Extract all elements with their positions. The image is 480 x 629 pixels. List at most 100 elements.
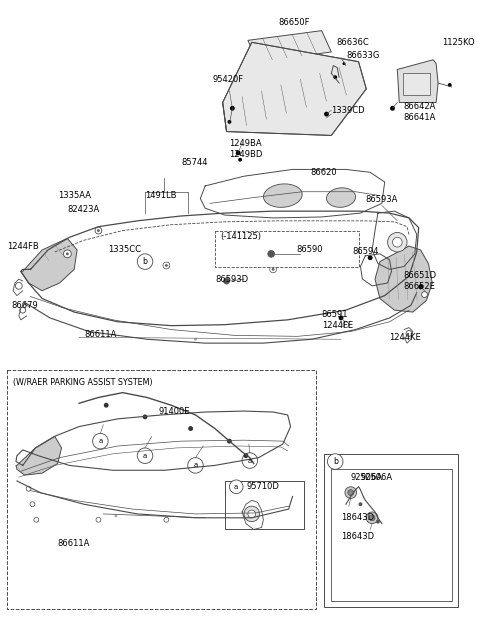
Text: b: b <box>143 257 147 266</box>
Circle shape <box>96 517 101 522</box>
Text: a: a <box>234 484 239 490</box>
Text: 1491LB: 1491LB <box>145 191 177 200</box>
Text: 95710D: 95710D <box>247 482 280 491</box>
Circle shape <box>343 260 349 267</box>
Circle shape <box>137 448 153 464</box>
Text: 86591: 86591 <box>322 309 348 318</box>
Text: 1249BA: 1249BA <box>229 139 262 148</box>
Text: 86651D: 86651D <box>403 270 436 280</box>
Circle shape <box>164 517 169 522</box>
FancyBboxPatch shape <box>331 469 452 601</box>
Circle shape <box>270 266 276 273</box>
Text: 86650F: 86650F <box>278 18 310 28</box>
Circle shape <box>244 506 260 521</box>
FancyBboxPatch shape <box>225 481 304 530</box>
Text: 1244FB: 1244FB <box>7 242 39 250</box>
Circle shape <box>359 503 362 506</box>
Circle shape <box>95 227 102 234</box>
Text: 86593A: 86593A <box>365 195 398 204</box>
Text: a: a <box>193 462 198 469</box>
Circle shape <box>30 502 35 506</box>
Ellipse shape <box>264 184 302 208</box>
Circle shape <box>230 106 235 111</box>
Ellipse shape <box>326 188 356 208</box>
Circle shape <box>114 515 117 517</box>
Text: 18643D: 18643D <box>341 532 374 541</box>
Circle shape <box>448 83 452 87</box>
Circle shape <box>348 489 354 496</box>
Text: 85744: 85744 <box>181 158 207 167</box>
Text: 86594: 86594 <box>353 247 379 257</box>
Text: 92506A: 92506A <box>360 472 393 482</box>
Circle shape <box>194 338 197 341</box>
Circle shape <box>376 520 380 523</box>
Text: 86636C: 86636C <box>336 38 369 47</box>
Circle shape <box>227 438 232 443</box>
Circle shape <box>228 120 231 124</box>
Text: 1249BD: 1249BD <box>229 150 263 159</box>
Circle shape <box>272 268 275 271</box>
Circle shape <box>366 512 378 523</box>
Circle shape <box>223 277 230 284</box>
Text: 1335AA: 1335AA <box>58 191 91 200</box>
Circle shape <box>388 233 407 252</box>
Text: 92506A: 92506A <box>351 472 383 482</box>
Text: 86642A: 86642A <box>403 102 435 111</box>
Text: a: a <box>248 457 252 464</box>
Circle shape <box>104 403 108 408</box>
Text: 86593D: 86593D <box>215 275 248 284</box>
Circle shape <box>188 426 193 431</box>
Circle shape <box>343 62 346 65</box>
Text: a: a <box>98 438 103 444</box>
Text: 86679: 86679 <box>11 301 38 309</box>
Circle shape <box>324 112 329 116</box>
Circle shape <box>188 458 203 473</box>
Text: 86633G: 86633G <box>347 52 380 60</box>
Circle shape <box>248 510 256 518</box>
Text: 82423A: 82423A <box>67 204 100 214</box>
Text: 86652E: 86652E <box>403 282 435 291</box>
Circle shape <box>406 330 412 337</box>
Text: 86590: 86590 <box>297 245 323 255</box>
Text: 1339CD: 1339CD <box>331 106 365 114</box>
Text: 86620: 86620 <box>310 168 336 177</box>
Text: 1244KE: 1244KE <box>390 333 421 342</box>
Circle shape <box>393 237 402 247</box>
Polygon shape <box>248 31 331 62</box>
Text: b: b <box>333 457 337 466</box>
Circle shape <box>137 254 153 269</box>
Text: 1335CC: 1335CC <box>108 245 141 255</box>
Text: (-141125): (-141125) <box>221 232 262 241</box>
Circle shape <box>345 487 357 498</box>
Text: 1244FE: 1244FE <box>322 321 353 330</box>
FancyBboxPatch shape <box>215 231 359 267</box>
Circle shape <box>63 250 71 258</box>
Polygon shape <box>16 437 61 475</box>
Circle shape <box>368 255 372 260</box>
Circle shape <box>418 284 423 289</box>
FancyBboxPatch shape <box>403 74 431 95</box>
Text: 18643D: 18643D <box>341 513 374 522</box>
Circle shape <box>243 454 248 458</box>
Circle shape <box>26 486 31 491</box>
Text: (W/RAER PARKING ASSIST SYSTEM): (W/RAER PARKING ASSIST SYSTEM) <box>13 378 153 387</box>
Circle shape <box>343 322 349 328</box>
Circle shape <box>165 264 168 267</box>
Circle shape <box>369 515 375 521</box>
Polygon shape <box>397 60 438 103</box>
FancyBboxPatch shape <box>7 370 316 609</box>
Circle shape <box>163 262 170 269</box>
Circle shape <box>66 252 69 255</box>
Polygon shape <box>223 42 366 135</box>
Circle shape <box>143 415 147 420</box>
Circle shape <box>338 316 344 320</box>
Circle shape <box>20 307 25 313</box>
Circle shape <box>93 433 108 449</box>
Circle shape <box>229 480 243 494</box>
Text: 91400E: 91400E <box>158 406 190 416</box>
Polygon shape <box>21 238 77 291</box>
Polygon shape <box>375 246 432 312</box>
Circle shape <box>333 75 337 79</box>
FancyBboxPatch shape <box>324 454 457 607</box>
Text: 86611A: 86611A <box>58 538 90 547</box>
